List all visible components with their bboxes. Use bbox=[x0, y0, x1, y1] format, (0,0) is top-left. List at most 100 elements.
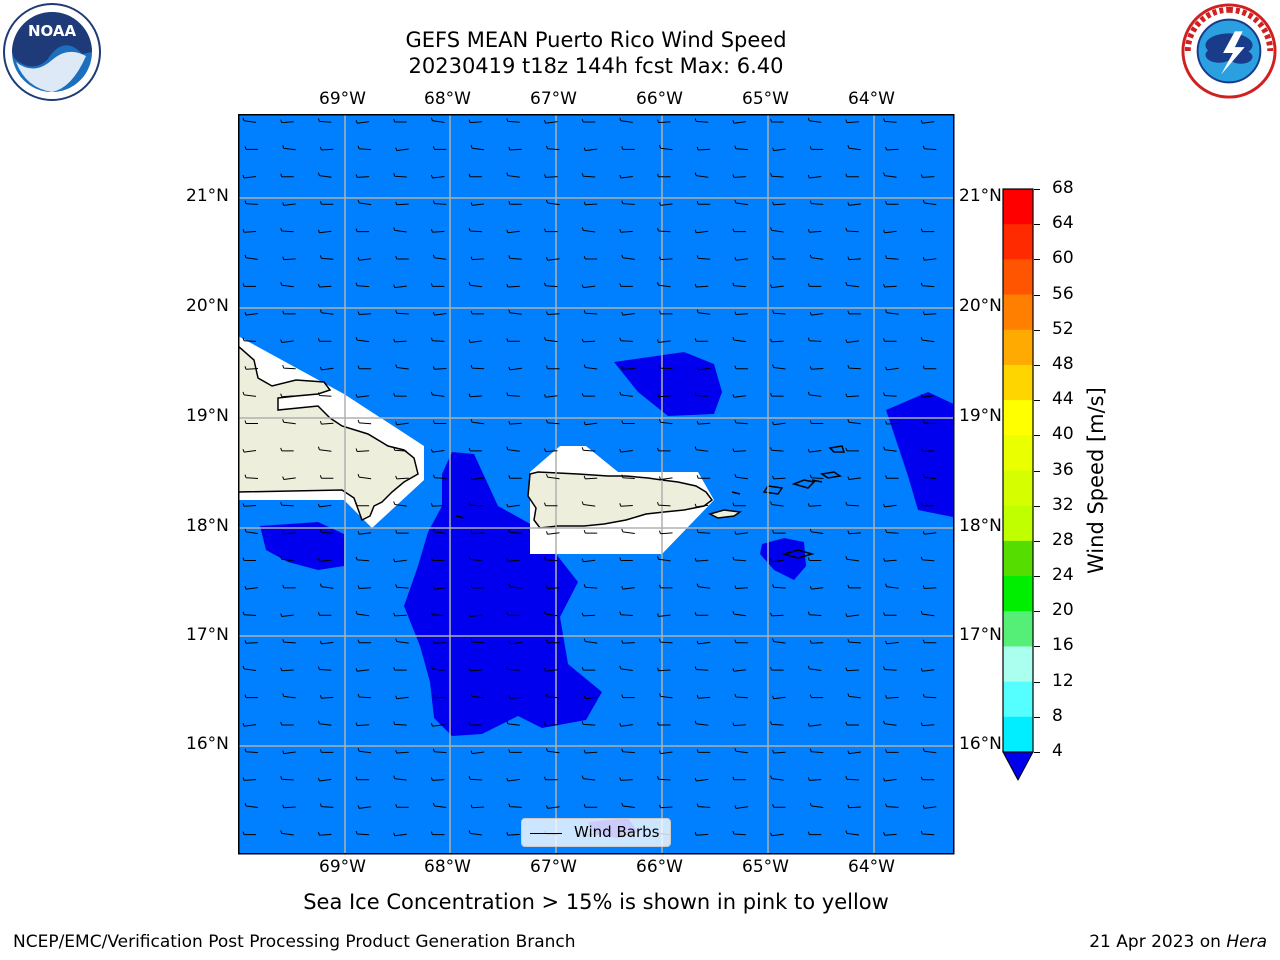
wind-barb bbox=[619, 174, 633, 179]
wind-barb bbox=[393, 447, 407, 452]
wind-barb bbox=[657, 173, 671, 178]
wind-barb bbox=[544, 228, 558, 233]
wind-barb bbox=[244, 254, 259, 260]
wind-barb bbox=[395, 364, 409, 370]
lat-label-left-21n: 21°N bbox=[186, 186, 229, 206]
wind-barb bbox=[581, 666, 596, 671]
wind-barb bbox=[657, 447, 671, 452]
wind-barb bbox=[355, 610, 370, 617]
wind-barb bbox=[242, 391, 257, 397]
wind-barb bbox=[621, 694, 635, 699]
wind-barb bbox=[544, 722, 558, 727]
wind-barb bbox=[430, 283, 445, 287]
wind-barb bbox=[355, 502, 370, 507]
wind-barb bbox=[470, 202, 485, 206]
lat-label-left-16n: 16°N bbox=[186, 734, 229, 754]
wind-barb bbox=[282, 364, 296, 370]
wind-barb bbox=[845, 339, 859, 343]
wind-barb bbox=[468, 282, 483, 288]
wind-barb bbox=[242, 174, 257, 179]
wind-barb bbox=[506, 777, 520, 782]
wind-barb bbox=[430, 777, 445, 781]
wind-barb bbox=[468, 501, 483, 507]
wind-barb bbox=[621, 200, 635, 205]
wind-barb bbox=[393, 721, 407, 726]
wind-barb bbox=[847, 364, 861, 370]
lon-label-top-69w: 69°W bbox=[319, 89, 366, 109]
wind-barb bbox=[355, 394, 370, 398]
wind-barb bbox=[280, 339, 294, 343]
colorbar-tick-label: 32 bbox=[1052, 494, 1074, 515]
wind-barb bbox=[242, 503, 257, 507]
wind-barb bbox=[244, 146, 258, 150]
colorbar-segment bbox=[1003, 646, 1033, 683]
wind-barb bbox=[244, 802, 259, 808]
wind-barb bbox=[508, 695, 522, 699]
wind-barb bbox=[244, 748, 259, 754]
wind-barb bbox=[242, 229, 257, 233]
graticule bbox=[238, 114, 954, 854]
wind-barb bbox=[430, 448, 445, 453]
wind-barb bbox=[506, 832, 520, 836]
wind-barb bbox=[355, 336, 370, 343]
wind-barb bbox=[282, 804, 296, 809]
wind-barb bbox=[317, 720, 332, 726]
wind-barb bbox=[393, 666, 407, 671]
wind-barb bbox=[244, 640, 259, 644]
wind-barb bbox=[657, 721, 671, 726]
wind-barb bbox=[395, 804, 409, 808]
wind-barb bbox=[244, 474, 259, 479]
wind-barb bbox=[922, 639, 937, 644]
wind-barb bbox=[581, 558, 596, 563]
wind-barb bbox=[546, 365, 560, 370]
wind-barb bbox=[468, 556, 483, 562]
colorbar-segment bbox=[1003, 189, 1033, 225]
lon-label-bottom-64w: 64°W bbox=[848, 857, 895, 877]
wind-barb bbox=[317, 229, 332, 234]
wind-barb bbox=[657, 393, 671, 398]
wind-barb bbox=[357, 145, 372, 151]
wind-barb bbox=[280, 830, 294, 836]
colorbar-label: Wind Speed [m/s] bbox=[1084, 387, 1108, 574]
wind-barb bbox=[694, 832, 709, 836]
wind-barb bbox=[355, 556, 370, 562]
wind-barb bbox=[885, 475, 899, 479]
wind-barb bbox=[619, 448, 633, 453]
wind-barb bbox=[468, 613, 483, 617]
wind-barb bbox=[357, 199, 372, 206]
wind-barb bbox=[732, 394, 746, 398]
wind-barb bbox=[694, 503, 709, 508]
wind-barb bbox=[772, 147, 786, 152]
wind-barb bbox=[920, 394, 935, 398]
wind-barb bbox=[734, 257, 748, 261]
wind-barb bbox=[544, 120, 558, 124]
wind-barb bbox=[809, 474, 824, 479]
wind-barb bbox=[732, 556, 746, 562]
colorbar-segment bbox=[1003, 294, 1033, 331]
wind-barb bbox=[657, 119, 671, 124]
wind-barb bbox=[807, 337, 822, 342]
lon-label-bottom-68w: 68°W bbox=[424, 857, 471, 877]
wind-barb bbox=[432, 694, 447, 699]
wind-barb bbox=[659, 364, 673, 370]
colorbar-tick-label: 28 bbox=[1052, 529, 1074, 550]
lon-label-top-64w: 64°W bbox=[848, 89, 895, 109]
wind-barb bbox=[468, 119, 483, 124]
wind-barb bbox=[393, 338, 407, 343]
wind-barb bbox=[282, 584, 296, 589]
wind-barb bbox=[583, 364, 598, 370]
wind-barb bbox=[922, 365, 937, 370]
wind-barb bbox=[619, 723, 633, 727]
wind-barb bbox=[883, 666, 897, 671]
wind-barb bbox=[657, 501, 671, 507]
wind-barb bbox=[393, 612, 407, 617]
wind-barb bbox=[581, 338, 596, 343]
wind-barb bbox=[319, 803, 334, 808]
wind-barb bbox=[621, 640, 635, 644]
lat-label-right-18n: 18°N bbox=[959, 516, 1002, 536]
map-panel bbox=[238, 114, 955, 855]
wind-barb bbox=[770, 666, 784, 671]
wind-barb bbox=[506, 557, 520, 562]
wind-barb bbox=[619, 503, 633, 507]
wind-barb bbox=[809, 585, 824, 590]
